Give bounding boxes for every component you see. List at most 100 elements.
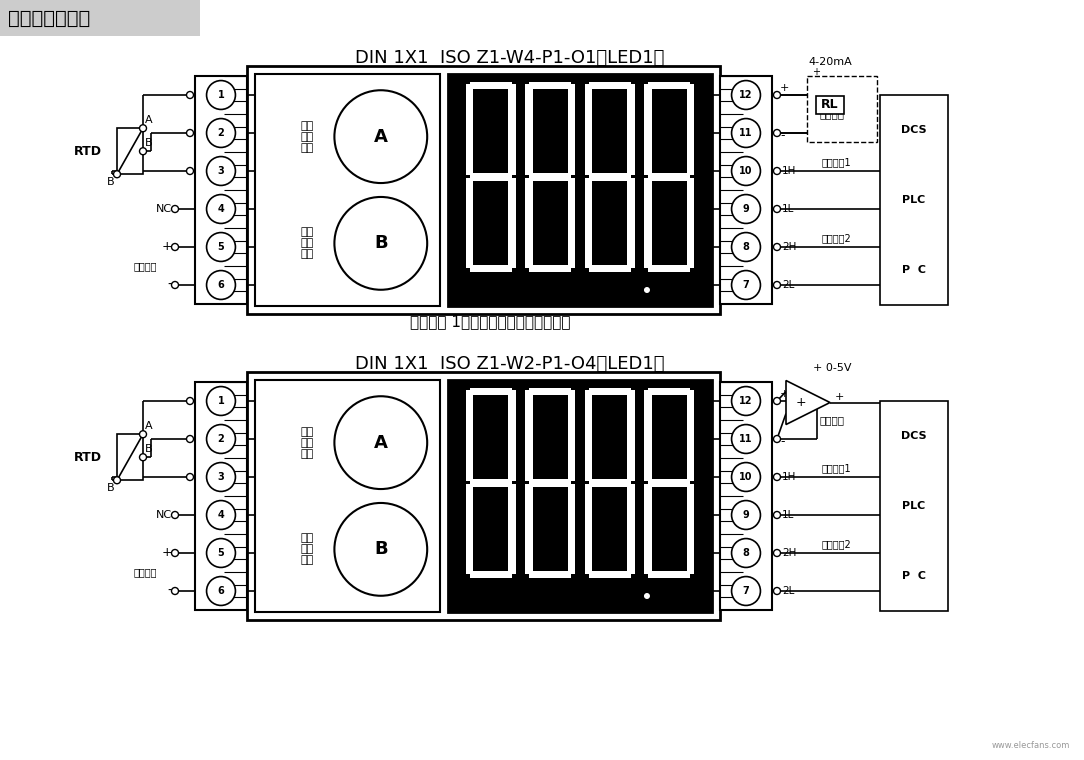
Text: 2L: 2L [782, 586, 795, 596]
Circle shape [207, 577, 235, 606]
Bar [720, 76, 772, 304]
Text: DIN 1X1  ISO Z1-W4-P1-O1（LED1）: DIN 1X1 ISO Z1-W4-P1-O1（LED1） [356, 49, 664, 67]
Circle shape [114, 171, 120, 178]
Text: B: B [374, 234, 388, 252]
Bar [529, 173, 571, 181]
Text: 3: 3 [218, 472, 224, 482]
Circle shape [207, 81, 235, 109]
Text: 7: 7 [743, 280, 749, 290]
Bar [247, 66, 720, 314]
Bar [645, 390, 651, 481]
Circle shape [207, 271, 235, 299]
Bar [648, 173, 691, 181]
Circle shape [186, 397, 194, 404]
Circle shape [140, 125, 146, 131]
Text: +: + [780, 83, 789, 93]
Text: + 0-5V: + 0-5V [813, 363, 852, 373]
Circle shape [207, 195, 235, 223]
Bar [469, 173, 512, 181]
Circle shape [171, 549, 179, 556]
Text: 1L: 1L [782, 204, 795, 214]
Text: 2H: 2H [782, 242, 797, 252]
Bar [585, 84, 592, 175]
Text: 6: 6 [218, 586, 224, 596]
Text: DIN 1X1  ISO Z1-W2-P1-O4（LED1）: DIN 1X1 ISO Z1-W2-P1-O4（LED1） [356, 355, 664, 373]
Text: A: A [374, 128, 388, 146]
Bar [648, 264, 691, 272]
Circle shape [774, 549, 780, 556]
Text: 4: 4 [218, 204, 224, 214]
Bar [589, 264, 631, 272]
Circle shape [171, 205, 179, 213]
Bar [720, 382, 772, 610]
Circle shape [334, 197, 427, 290]
Bar [469, 480, 512, 486]
Text: 信号输出: 信号输出 [820, 415, 846, 425]
Text: -: - [167, 278, 172, 292]
Text: 按钮: 按钮 [300, 556, 313, 565]
Circle shape [774, 435, 780, 442]
Circle shape [207, 539, 235, 568]
Text: PLC: PLC [902, 501, 926, 511]
Text: 2L: 2L [782, 280, 795, 290]
Text: A: A [145, 116, 153, 125]
Circle shape [774, 243, 780, 251]
Text: 9: 9 [743, 510, 749, 520]
Circle shape [334, 396, 427, 489]
Bar [686, 84, 694, 175]
Circle shape [732, 539, 761, 568]
Bar [648, 82, 691, 90]
Bar [508, 390, 516, 481]
Bar [686, 390, 694, 481]
Text: +: + [162, 546, 172, 559]
Bar [628, 484, 634, 575]
Text: 2: 2 [218, 434, 224, 444]
Circle shape [334, 503, 427, 596]
Bar [645, 178, 651, 268]
Bar [585, 484, 592, 575]
Text: 6: 6 [218, 280, 224, 290]
Bar [568, 84, 575, 175]
Bar [469, 571, 512, 578]
Text: 1H: 1H [782, 166, 797, 176]
Circle shape [334, 90, 427, 183]
Text: 10: 10 [739, 166, 752, 176]
Bar [628, 84, 634, 175]
Bar [466, 484, 474, 575]
Text: 1H: 1H [782, 472, 797, 482]
Circle shape [207, 119, 235, 147]
Text: A: A [374, 434, 388, 451]
Text: 9: 9 [743, 204, 749, 214]
Circle shape [732, 119, 761, 147]
Text: 8: 8 [743, 242, 749, 252]
Bar [628, 390, 634, 481]
Bar [686, 178, 694, 268]
Text: 10: 10 [739, 472, 752, 482]
Circle shape [644, 593, 650, 599]
Bar [806, 76, 877, 142]
Circle shape [774, 129, 780, 137]
Bar [526, 84, 533, 175]
Text: B: B [374, 540, 388, 559]
Circle shape [114, 477, 120, 484]
Circle shape [171, 511, 179, 518]
Text: P  C: P C [902, 571, 926, 581]
Text: A: A [145, 421, 153, 431]
Text: 报警输出1: 报警输出1 [822, 463, 852, 473]
Bar [508, 484, 516, 575]
Text: B: B [107, 483, 115, 493]
Text: 报警输出2: 报警输出2 [822, 233, 852, 243]
Text: 设定: 设定 [300, 438, 313, 448]
Bar [526, 390, 533, 481]
Text: +: + [796, 396, 806, 409]
Text: DCS: DCS [901, 431, 927, 441]
Circle shape [732, 233, 761, 261]
Text: 设定: 设定 [300, 544, 313, 554]
Bar [117, 434, 143, 480]
Text: 典型应用接线图: 典型应用接线图 [8, 8, 90, 27]
Text: 1: 1 [218, 396, 224, 406]
Circle shape [140, 431, 146, 438]
Text: P  C: P C [902, 265, 926, 275]
Bar [589, 173, 631, 181]
Bar [880, 401, 948, 611]
